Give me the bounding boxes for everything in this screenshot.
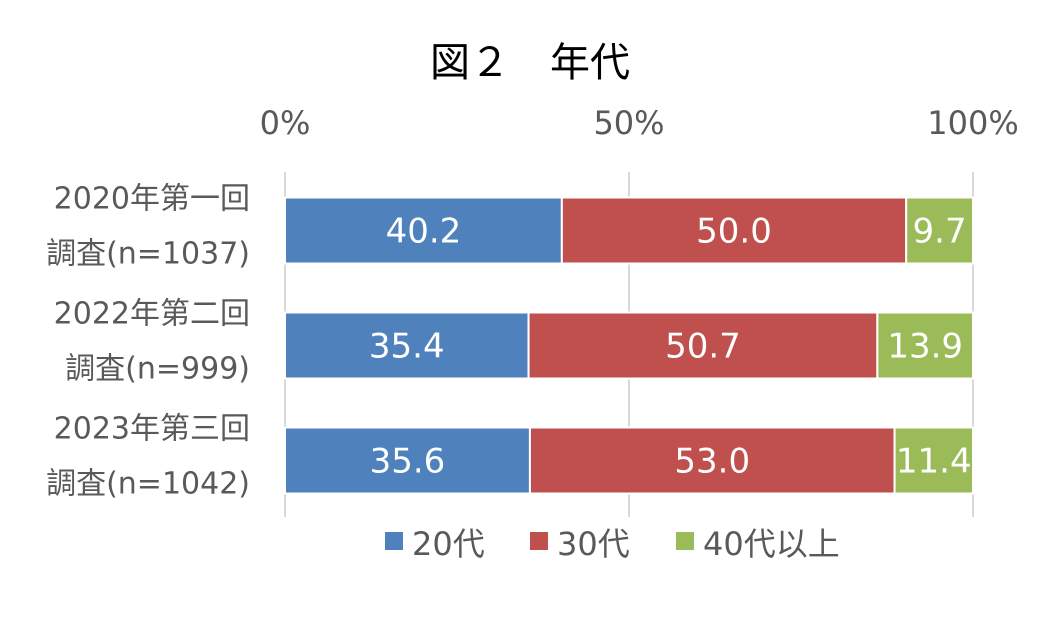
bar-segment	[284, 311, 530, 380]
category-label: 2023年第三回	[54, 412, 250, 447]
data-label: 9.7	[913, 212, 967, 252]
data-label: 35.4	[369, 327, 445, 367]
x-tick-label: 0%	[260, 104, 311, 142]
bar-segment	[527, 311, 879, 380]
bar-segment	[893, 426, 974, 495]
category-label: 調査(n=1042)	[46, 467, 250, 502]
data-label: 35.6	[370, 442, 446, 482]
legend-label: 30代	[557, 525, 630, 563]
x-tick-label: 100%	[927, 104, 1018, 142]
category-label: 調査(n=999)	[65, 352, 250, 387]
chart-title: 図２ 年代	[430, 40, 630, 86]
data-label: 50.7	[665, 327, 741, 367]
data-label: 11.4	[896, 442, 972, 482]
legend-swatch	[530, 532, 548, 550]
bar-segment	[528, 426, 896, 495]
bar-segment	[876, 311, 974, 380]
data-label: 40.2	[386, 212, 462, 252]
data-label: 50.0	[696, 212, 772, 252]
bar-segment	[560, 196, 908, 265]
legend-label: 20代	[412, 525, 485, 563]
bar-segment	[905, 196, 975, 265]
legend-swatch	[676, 532, 694, 550]
category-label: 2020年第一回	[54, 182, 250, 217]
category-label: 調査(n=1037)	[46, 237, 250, 272]
category-label: 2022年第二回	[54, 297, 250, 332]
legend-label: 40代以上	[703, 525, 840, 563]
x-tick-label: 50%	[593, 104, 664, 142]
bar-segment	[284, 196, 563, 265]
legend-swatch	[385, 532, 403, 550]
data-label: 53.0	[674, 442, 750, 482]
data-label: 13.9	[887, 327, 963, 367]
